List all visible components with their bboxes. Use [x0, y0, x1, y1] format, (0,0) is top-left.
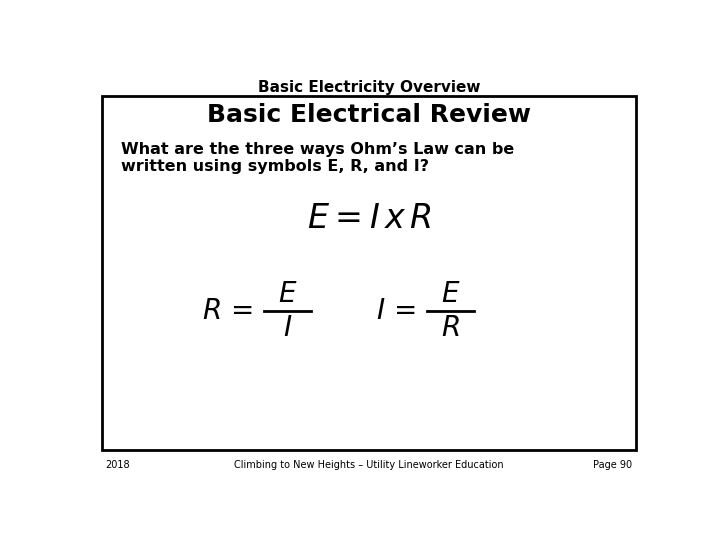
Text: Climbing to New Heights – Utility Lineworker Education: Climbing to New Heights – Utility Linewo… — [234, 460, 504, 470]
Text: Basic Electrical Review: Basic Electrical Review — [207, 103, 531, 127]
Text: $\mathit{E}$: $\mathit{E}$ — [441, 280, 460, 308]
Text: $\mathit{R}$: $\mathit{R}$ — [441, 314, 459, 342]
FancyBboxPatch shape — [102, 96, 636, 450]
Text: Page 90: Page 90 — [593, 460, 632, 470]
Text: $\mathit{I}$ =: $\mathit{I}$ = — [376, 297, 415, 325]
Text: What are the three ways Ohm’s Law can be: What are the three ways Ohm’s Law can be — [121, 142, 514, 157]
Text: $\mathit{I}$: $\mathit{I}$ — [283, 314, 292, 342]
Text: $\mathit{E = I \/ x \/ R}$: $\mathit{E = I \/ x \/ R}$ — [307, 202, 431, 235]
Text: $\mathit{R}$ =: $\mathit{R}$ = — [202, 297, 253, 325]
Text: Basic Electricity Overview: Basic Electricity Overview — [258, 80, 480, 95]
Text: $\mathit{E}$: $\mathit{E}$ — [278, 280, 297, 308]
Text: written using symbols E, R, and I?: written using symbols E, R, and I? — [121, 159, 429, 174]
Text: 2018: 2018 — [106, 460, 130, 470]
